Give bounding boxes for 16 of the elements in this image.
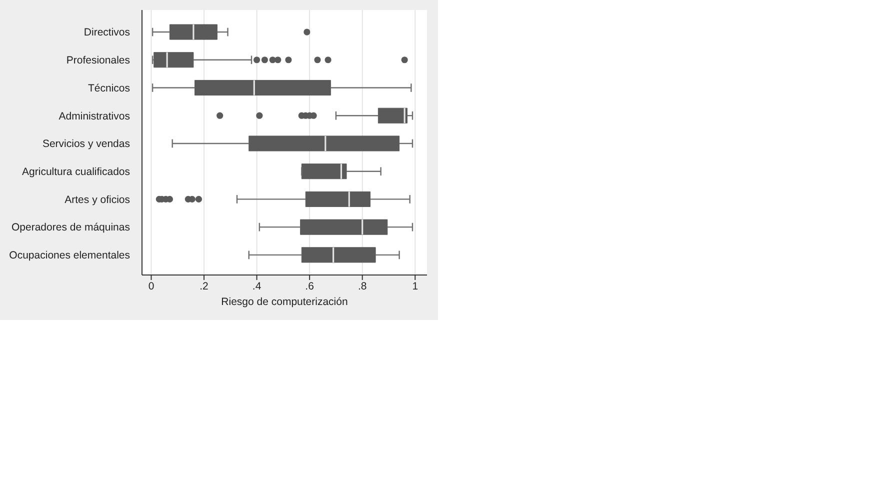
y-tick-label: Ocupaciones elementales: [9, 250, 130, 262]
y-tick-label: Técnicos: [88, 82, 130, 94]
x-tick-label: 1: [412, 280, 418, 292]
x-tick-label: .8: [358, 280, 367, 292]
y-tick-label: Administrativos: [58, 110, 130, 122]
x-axis-title: Riesgo de computerización: [221, 296, 348, 308]
y-tick-label: Operadores de máquinas: [12, 222, 130, 234]
y-tick-label: Directivos: [84, 26, 130, 39]
y-tick-label: Artes y oficios: [64, 194, 130, 206]
x-tick-label: 0: [148, 280, 154, 292]
y-tick-label: Profesionales: [66, 54, 130, 67]
x-tick-label: .2: [200, 280, 209, 292]
y-tick-label: Servicios y vendas: [42, 138, 130, 150]
x-tick-label: .6: [305, 280, 314, 292]
x-tick-label: .4: [252, 280, 262, 292]
y-tick-label: Agricultura cualificados: [22, 166, 130, 178]
